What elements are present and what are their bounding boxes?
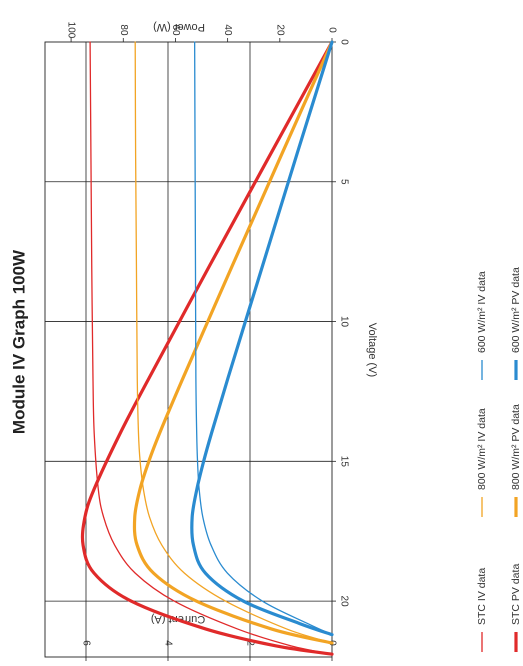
legend: STC IV data STC PV data 800 W/m² IV data 80… xyxy=(476,267,522,652)
legend-label: 800 W/m² IV data xyxy=(476,408,488,490)
plot-frame xyxy=(44,41,333,658)
current-tick-label: 6 xyxy=(81,640,92,646)
power-axis-label: Power (W) xyxy=(153,21,205,33)
chart-title: Module IV Graph 100W xyxy=(10,249,29,434)
series-line-5 xyxy=(190,40,334,637)
series-line-0 xyxy=(89,41,333,655)
power-tick-label: 40 xyxy=(222,24,233,36)
legend-label: 800 W/m² PV data xyxy=(510,404,522,490)
voltage-axis-label: Voltage (V) xyxy=(366,323,378,377)
legend-label: 600 W/m² IV data xyxy=(476,271,488,353)
series-line-3 xyxy=(132,40,334,645)
voltage-tick-label: 20 xyxy=(339,596,350,608)
current-tick-label: 2 xyxy=(245,640,256,646)
voltage-tick-label: 15 xyxy=(339,456,350,468)
legend-label: STC PV data xyxy=(510,564,522,625)
voltage-tick-label: 5 xyxy=(339,179,350,185)
legend-label: STC IV data xyxy=(476,568,488,625)
current-tick-label: 4 xyxy=(163,640,174,646)
power-tick-label: 60 xyxy=(170,24,181,36)
series-line-2 xyxy=(134,41,333,644)
power-tick-label: 80 xyxy=(118,24,129,36)
power-tick-label: 0 xyxy=(327,27,338,33)
power-tick-label: 100 xyxy=(66,22,77,39)
legend-label: 600 W/m² PV data xyxy=(510,267,522,353)
voltage-tick-label: 0 xyxy=(339,39,350,45)
series-line-4 xyxy=(194,41,333,636)
series-line-1 xyxy=(80,40,334,656)
power-tick-label: 20 xyxy=(274,24,285,36)
voltage-tick-label: 10 xyxy=(339,316,350,328)
